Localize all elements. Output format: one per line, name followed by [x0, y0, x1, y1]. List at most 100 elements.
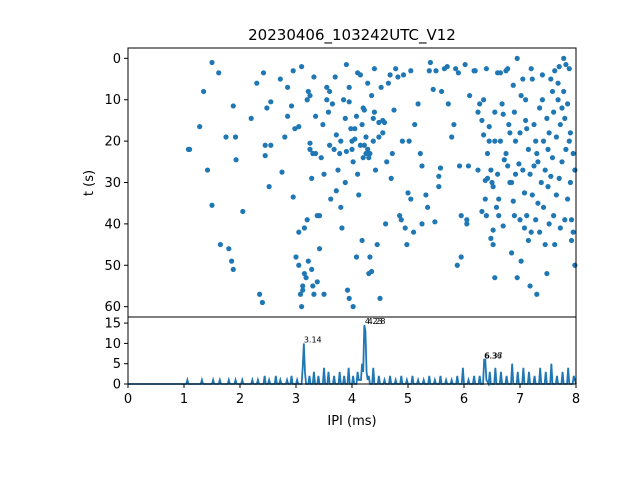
raster-point [545, 146, 551, 152]
raster-point [361, 142, 367, 148]
raster-point [488, 235, 494, 241]
raster-point [492, 109, 498, 115]
raster-plot: 0 10 20 30 40 50 60 t (s) [82, 47, 578, 318]
raster-point [348, 126, 354, 132]
raster-point [489, 179, 495, 186]
raster-point [230, 103, 236, 109]
raster-point [500, 223, 506, 229]
raster-point [338, 138, 344, 144]
histogram-x-tick-label: 6 [460, 392, 468, 407]
raster-point [521, 225, 528, 231]
histogram-x-label: IPI (ms) [327, 414, 376, 429]
raster-point [370, 138, 376, 144]
raster-point [365, 146, 371, 152]
raster-point [327, 88, 333, 95]
raster-point [333, 132, 339, 138]
raster-point [548, 76, 554, 82]
raster-point [568, 217, 575, 223]
raster-point [535, 200, 541, 206]
raster-point [370, 115, 376, 121]
raster-point [426, 68, 432, 74]
raster-point [301, 270, 307, 277]
raster-point [350, 159, 356, 165]
raster-point [546, 130, 552, 136]
raster-point [346, 84, 352, 90]
raster-point [523, 97, 529, 103]
raster-point [240, 208, 246, 215]
raster-point [305, 258, 311, 264]
histogram-y-tick-label: 10 [104, 337, 121, 352]
raster-point [570, 150, 576, 157]
raster-point [360, 155, 366, 161]
raster-point [300, 287, 306, 293]
raster-point [555, 80, 561, 86]
raster-point [535, 159, 541, 165]
raster-point [467, 92, 473, 99]
raster-point [549, 155, 556, 161]
raster-point [355, 171, 361, 177]
raster-point [262, 142, 268, 148]
raster-point [342, 179, 348, 186]
raster-point [296, 124, 302, 130]
raster-point [518, 92, 524, 99]
raster-point [479, 208, 485, 215]
raster-point [333, 188, 339, 194]
raster-point [343, 148, 349, 155]
raster-point [533, 217, 539, 223]
raster-point [539, 97, 546, 103]
raster-point [408, 196, 414, 202]
raster-point [496, 213, 502, 219]
raster-point [393, 66, 399, 72]
raster-point [518, 258, 524, 264]
raster-point [552, 241, 558, 248]
raster-point [562, 217, 568, 223]
raster-point [384, 159, 390, 165]
raster-point [406, 138, 412, 144]
raster-point [500, 111, 506, 117]
raster-y-tick-label: 40 [104, 217, 121, 232]
raster-point [187, 146, 193, 152]
raster-point [395, 74, 401, 80]
raster-point [546, 221, 552, 227]
raster-point [488, 167, 494, 173]
raster-point [430, 86, 436, 92]
raster-point [544, 115, 550, 121]
peak-label: 3.14 [304, 335, 322, 344]
raster-point [524, 126, 530, 132]
raster-point [365, 80, 371, 86]
raster-point [277, 76, 283, 82]
raster-point [481, 132, 487, 138]
raster-point [310, 283, 316, 289]
raster-point [451, 121, 457, 128]
raster-point [464, 221, 470, 227]
raster-point [565, 101, 571, 107]
raster-point [553, 134, 560, 140]
raster-point [505, 163, 511, 169]
raster-point [557, 225, 563, 231]
raster-point [517, 217, 523, 223]
raster-point [262, 153, 268, 159]
raster-point [331, 146, 337, 152]
raster-point [559, 105, 565, 111]
raster-point [268, 99, 274, 105]
raster-point [398, 217, 404, 223]
raster-point [391, 107, 397, 113]
raster-point [352, 136, 358, 142]
raster-point [411, 229, 417, 235]
raster-point [497, 138, 503, 144]
raster-point [352, 126, 358, 132]
raster-point [486, 124, 492, 130]
raster-point [320, 121, 326, 128]
raster-point [385, 80, 391, 86]
raster-point [552, 68, 558, 74]
raster-y-tick-label: 30 [104, 176, 121, 191]
raster-point [357, 72, 363, 78]
raster-point [305, 88, 311, 95]
raster-point [566, 66, 572, 72]
raster-point [533, 138, 539, 144]
raster-point [405, 190, 411, 196]
raster-point [563, 61, 569, 68]
raster-point [433, 68, 439, 74]
raster-point [335, 167, 341, 173]
raster-point [492, 138, 498, 144]
